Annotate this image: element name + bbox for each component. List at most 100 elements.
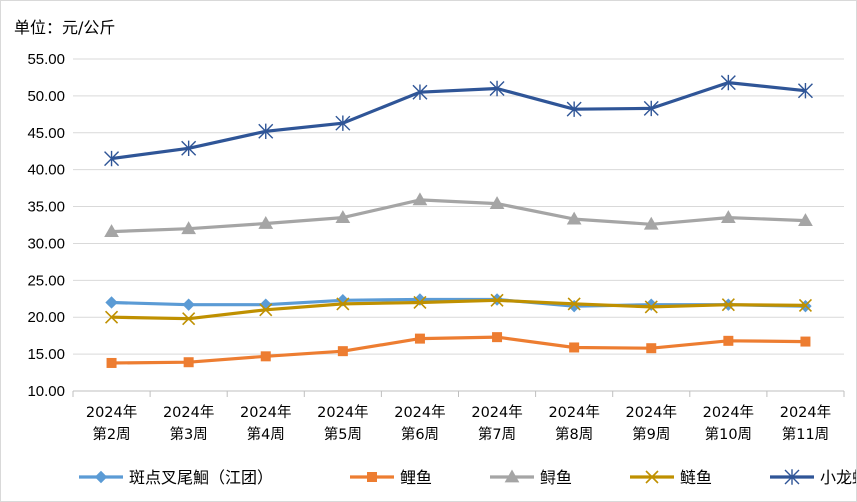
y-tick-label: 15.00 [27,346,65,363]
legend: 斑点叉尾鮰（江团） 鲤鱼 鲟鱼 鲢鱼 小龙虾 [79,468,856,487]
x-tick-label-line: 2024年 [548,404,599,421]
x-tick-label-line: 第9周 [632,425,670,443]
data-point [723,335,734,346]
y-tick-label: 55.00 [27,51,65,68]
x-tick-label-line: 第8周 [555,425,593,443]
series-line [111,335,806,365]
legend-marker [94,470,108,484]
data-point [489,80,505,97]
series-group [104,74,813,167]
x-tick-label-line: 2024年 [471,404,522,421]
data-point [798,298,813,312]
data-point [104,150,120,167]
x-tick-label-line: 第10周 [705,425,752,443]
series-layer [104,74,813,368]
x-tick-label-line: 第5周 [324,425,362,443]
legend-entry: 小龙虾 [770,468,856,487]
data-point [182,312,196,326]
series-line [111,80,806,161]
x-tick-label: 2024年第4周 [240,404,291,443]
data-point [104,224,119,238]
x-tick-label-line: 2024年 [317,404,368,421]
data-point [720,210,736,223]
data-point [413,295,427,310]
x-tick-label: 2024年第10周 [703,404,754,443]
x-tick-label-line: 2024年 [163,404,214,421]
data-point [260,351,271,362]
data-point [335,115,351,131]
x-tick-label-line: 第3周 [170,425,208,443]
data-point [797,83,813,99]
x-tick-label: 2024年第2周 [86,404,137,443]
data-point [335,210,351,223]
data-point [646,343,657,354]
legend-entry: 鲤鱼 [350,468,432,487]
legend-label: 鲤鱼 [400,468,432,487]
y-tick-label: 10.00 [27,383,65,400]
x-tick-label-line: 第6周 [401,425,439,443]
data-point [258,123,274,140]
x-tick-label: 2024年第8周 [548,404,599,443]
data-point [800,336,811,347]
data-point [567,297,581,311]
x-tick-label-line: 2024年 [394,404,445,421]
data-point [643,100,659,117]
data-point [644,300,658,314]
data-point [414,333,425,344]
x-tick-label: 2024年第9周 [626,404,677,443]
data-point [798,213,813,226]
x-tick-label: 2024年第3周 [163,404,214,443]
data-point [181,140,197,156]
x-tick-label-line: 2024年 [86,404,137,421]
x-tick-label-line: 2024年 [703,404,754,421]
x-tick-label-line: 第4周 [247,425,285,443]
x-tick-label-line: 2024年 [780,404,831,421]
series-line [111,298,806,321]
legend-marker [504,469,520,483]
y-tick-label: 20.00 [27,309,65,326]
data-point [183,357,194,368]
legend-entry: 鲢鱼 [630,468,712,487]
data-point [105,296,118,309]
x-tick-label-line: 第11周 [782,425,829,443]
data-point [104,310,119,324]
data-point [643,216,659,230]
data-point [337,346,348,357]
x-tick-label-line: 第7周 [478,425,516,443]
unit-label: 单位：元/公斤 [14,18,115,37]
data-point [489,196,505,209]
series-group [104,293,813,326]
data-point [182,298,195,311]
data-point [492,332,503,343]
data-point [412,192,428,206]
y-tick-label: 40.00 [27,162,65,179]
y-tick-label: 25.00 [27,272,65,289]
series-group [104,192,813,238]
y-tick-label: 45.00 [27,125,65,142]
axes: 10.00 15.00 20.00 25.00 30.00 35.00 40.00 45.00… [27,51,845,443]
x-tick-label: 2024年第5周 [317,404,368,443]
data-point [258,216,274,229]
x-tick-label-line: 2024年 [626,404,677,421]
data-point [336,297,350,311]
legend-marker [784,469,800,485]
data-point [569,342,580,353]
legend-entry: 斑点叉尾鮰（江团） [79,468,273,487]
x-tick-label-line: 第2周 [92,425,130,443]
y-tick-label: 35.00 [27,199,65,216]
x-tick-label-line: 2024年 [240,404,291,421]
x-tick-label: 2024年第11周 [780,404,831,443]
data-point [106,357,117,368]
legend-label: 斑点叉尾鮰（江团） [129,468,273,487]
data-point [645,298,658,311]
legend-label: 鲢鱼 [680,468,712,487]
data-point [721,298,735,312]
legend-label: 鲟鱼 [540,468,572,487]
x-tick-label: 2024年第7周 [471,404,522,443]
legend-marker [367,472,377,482]
y-tick-label: 30.00 [27,235,65,252]
series-line [111,198,806,234]
data-point [720,74,736,91]
